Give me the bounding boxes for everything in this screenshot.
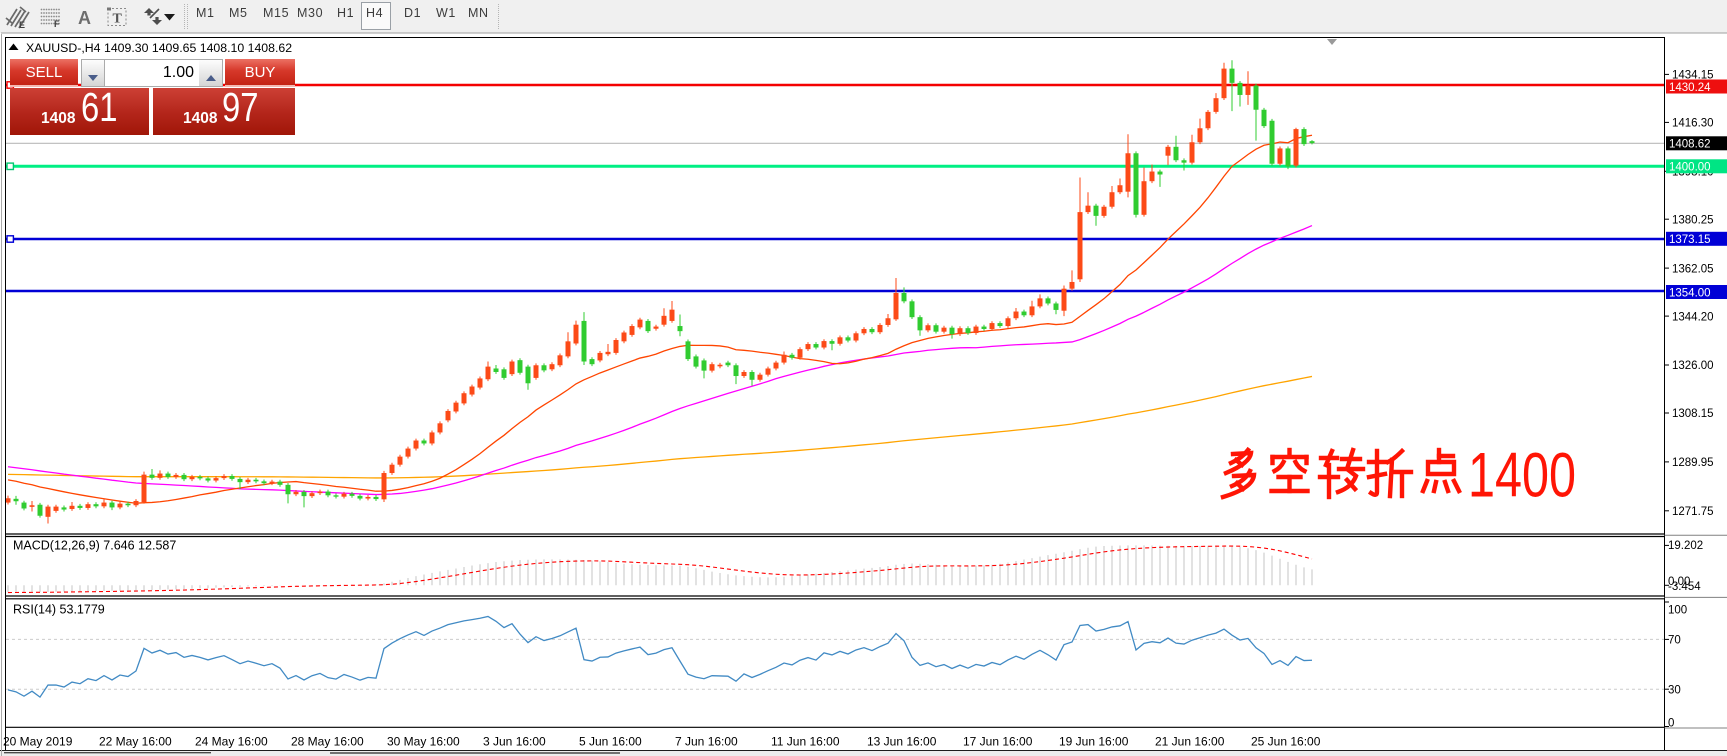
svg-text:1400.00: 1400.00	[1669, 162, 1711, 174]
svg-text:1400: 1400	[1468, 441, 1576, 511]
svg-text:3 Jun 16:00: 3 Jun 16:00	[483, 735, 546, 749]
svg-text:30 May 16:00: 30 May 16:00	[387, 735, 460, 749]
svg-text:1408.62: 1408.62	[1669, 139, 1711, 151]
svg-text:1362.05: 1362.05	[1672, 263, 1714, 275]
svg-text:11 Jun 16:00: 11 Jun 16:00	[771, 735, 840, 749]
svg-text:1409.30 1409.65 1408.10 1408.6: 1409.30 1409.65 1408.10 1408.62	[104, 41, 292, 55]
svg-text:1434.15: 1434.15	[1672, 70, 1714, 82]
svg-text:5 Jun 16:00: 5 Jun 16:00	[579, 735, 642, 749]
svg-text:RSI(14) 53.1779: RSI(14) 53.1779	[13, 603, 105, 617]
svg-text:20 May 2019: 20 May 2019	[3, 735, 73, 749]
svg-text:1344.20: 1344.20	[1672, 311, 1714, 323]
svg-text:1380.25: 1380.25	[1672, 214, 1714, 226]
svg-text:28 May 16:00: 28 May 16:00	[291, 735, 364, 749]
svg-text:7 Jun 16:00: 7 Jun 16:00	[675, 735, 738, 749]
svg-text:0: 0	[1668, 718, 1674, 730]
svg-text:13 Jun 16:00: 13 Jun 16:00	[867, 735, 937, 749]
svg-text:1271.75: 1271.75	[1672, 506, 1714, 518]
svg-text:24 May 16:00: 24 May 16:00	[195, 735, 268, 749]
svg-text:1308.15: 1308.15	[1672, 408, 1714, 420]
svg-text:19.202: 19.202	[1668, 540, 1703, 552]
svg-text:1326.00: 1326.00	[1672, 360, 1714, 372]
svg-text:F: F	[54, 19, 60, 29]
svg-text:25 Jun 16:00: 25 Jun 16:00	[1251, 735, 1321, 749]
svg-text:XAUUSD-,H4: XAUUSD-,H4	[26, 41, 101, 55]
svg-text:E: E	[19, 20, 25, 30]
svg-text:30: 30	[1668, 684, 1681, 696]
svg-text:0.00: 0.00	[1668, 576, 1690, 588]
svg-text:1373.15: 1373.15	[1669, 234, 1711, 246]
svg-text:22 May 16:00: 22 May 16:00	[99, 735, 172, 749]
svg-text:21 Jun 16:00: 21 Jun 16:00	[1155, 735, 1225, 749]
svg-text:17 Jun 16:00: 17 Jun 16:00	[963, 735, 1033, 749]
svg-text:1289.95: 1289.95	[1672, 457, 1714, 469]
svg-text:-3.454: -3.454	[1668, 581, 1701, 593]
svg-text:19 Jun 16:00: 19 Jun 16:00	[1059, 735, 1129, 749]
svg-text:70: 70	[1668, 635, 1681, 647]
svg-text:T: T	[113, 12, 123, 27]
svg-text:A: A	[78, 8, 91, 28]
svg-text:1354.00: 1354.00	[1669, 287, 1711, 299]
svg-text:1430.24: 1430.24	[1669, 82, 1711, 94]
svg-text:MACD(12,26,9) 7.646 12.587: MACD(12,26,9) 7.646 12.587	[13, 539, 176, 553]
svg-text:100: 100	[1668, 605, 1687, 617]
svg-text:1416.30: 1416.30	[1672, 118, 1714, 130]
